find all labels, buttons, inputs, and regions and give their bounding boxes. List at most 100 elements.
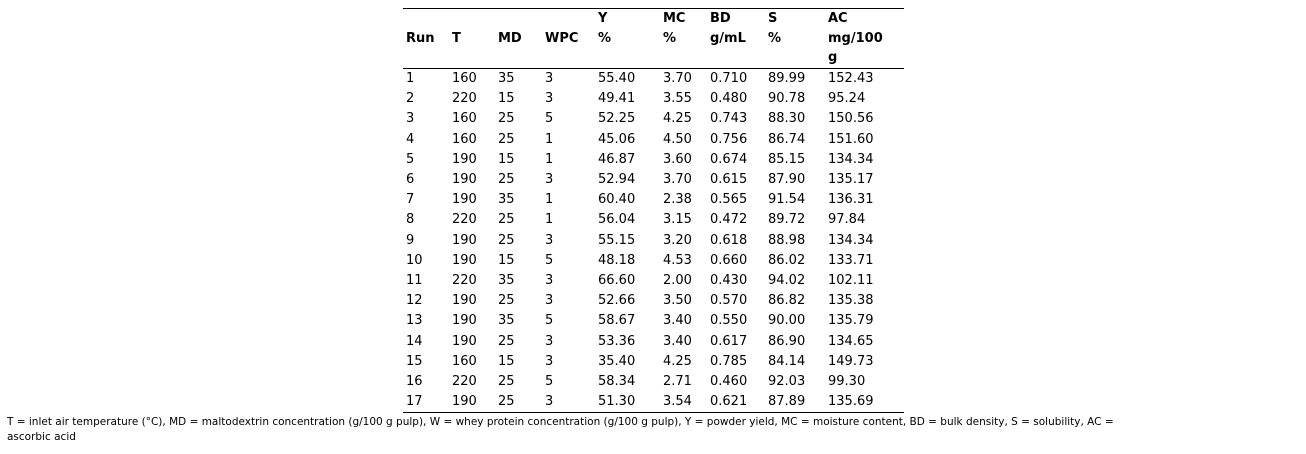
- cell-y: 51.30: [598, 394, 636, 410]
- cell-md: 25: [498, 333, 515, 349]
- cell-ac: 135.69: [828, 394, 874, 410]
- cell-wpc: 3: [545, 333, 554, 349]
- cell-s: 92.03: [768, 374, 806, 390]
- cell-wpc: 3: [545, 232, 554, 248]
- cell-wpc: 3: [545, 172, 554, 188]
- cell-mc: 4.25: [663, 111, 692, 127]
- cell-ac: 135.38: [828, 293, 874, 309]
- cell-y: 58.67: [598, 313, 636, 329]
- col-header-wpc: WPC: [545, 9, 598, 69]
- table-row: 1 160 35 3 55.40 3.70 0.710 89.99 152.43: [403, 69, 904, 90]
- cell-bd: 0.621: [710, 394, 748, 410]
- cell-mc: 2.38: [663, 192, 692, 208]
- cell-run: 3: [406, 111, 415, 127]
- cell-ac: 95.24: [828, 91, 866, 107]
- col-label-mc: MC: [663, 11, 686, 26]
- cell-mc: 3.40: [663, 333, 692, 349]
- cell-s: 87.90: [768, 172, 806, 188]
- cell-md: 35: [498, 313, 515, 329]
- cell-run: 10: [406, 252, 423, 268]
- cell-ac: 152.43: [828, 71, 874, 86]
- table-row: 7 190 35 1 60.40 2.38 0.565 91.54 136.31: [403, 190, 904, 210]
- cell-y: 55.40: [598, 71, 636, 86]
- cell-s: 89.99: [768, 71, 806, 86]
- table-body: 1 160 35 3 55.40 3.70 0.710 89.99 152.43…: [403, 69, 904, 413]
- cell-wpc: 3: [545, 71, 554, 86]
- col-unit-bd: g/mL: [710, 30, 746, 46]
- cell-bd: 0.565: [710, 192, 748, 208]
- table-row: 10 190 15 5 48.18 4.53 0.660 86.02 133.7…: [403, 251, 904, 271]
- cell-t: 190: [452, 293, 477, 309]
- cell-wpc: 5: [545, 374, 554, 390]
- col-label-bd: BD: [710, 11, 731, 26]
- cell-md: 15: [498, 91, 515, 107]
- cell-t: 190: [452, 313, 477, 329]
- cell-run: 6: [406, 172, 415, 188]
- cell-md: 35: [498, 192, 515, 208]
- cell-wpc: 1: [545, 151, 554, 167]
- cell-t: 190: [452, 192, 477, 208]
- cell-y: 66.60: [598, 273, 636, 289]
- cell-ac: 134.34: [828, 151, 874, 167]
- table-row: 2 220 15 3 49.41 3.55 0.480 90.78 95.24: [403, 89, 904, 109]
- col-label-y: Y: [598, 11, 608, 26]
- cell-ac: 135.79: [828, 313, 874, 329]
- cell-run: 5: [406, 151, 415, 167]
- cell-mc: 3.70: [663, 172, 692, 188]
- cell-mc: 2.00: [663, 273, 692, 289]
- cell-bd: 0.460: [710, 374, 748, 390]
- cell-md: 35: [498, 71, 515, 86]
- cell-wpc: 3: [545, 394, 554, 410]
- cell-mc: 3.20: [663, 232, 692, 248]
- col-label-md: MD: [498, 30, 522, 46]
- table-row: 3 160 25 5 52.25 4.25 0.743 88.30 150.56: [403, 109, 904, 129]
- table-row: 16 220 25 5 58.34 2.71 0.460 92.03 99.30: [403, 372, 904, 392]
- col-unit-s: %: [768, 30, 782, 46]
- cell-s: 86.90: [768, 333, 806, 349]
- cell-bd: 0.660: [710, 252, 748, 268]
- cell-mc: 4.50: [663, 131, 692, 147]
- cell-md: 15: [498, 353, 515, 369]
- cell-bd: 0.615: [710, 172, 748, 188]
- header-row: Run T MD WPC Y: [403, 9, 904, 69]
- cell-s: 87.89: [768, 394, 806, 410]
- col-header-bd: BD g/mL: [710, 9, 768, 69]
- cell-mc: 4.53: [663, 252, 692, 268]
- cell-mc: 3.55: [663, 91, 692, 107]
- cell-run: 13: [406, 313, 423, 329]
- cell-t: 190: [452, 252, 477, 268]
- cell-md: 25: [498, 232, 515, 248]
- cell-wpc: 5: [545, 111, 554, 127]
- cell-y: 60.40: [598, 192, 636, 208]
- col-unit-y: %: [598, 30, 612, 46]
- col-header-ac: AC mg/100 g: [828, 9, 904, 69]
- cell-s: 88.30: [768, 111, 806, 127]
- cell-y: 52.66: [598, 293, 636, 309]
- cell-run: 14: [406, 333, 423, 349]
- cell-y: 58.34: [598, 374, 636, 390]
- cell-t: 220: [452, 212, 477, 228]
- cell-bd: 0.756: [710, 131, 748, 147]
- cell-ac: 133.71: [828, 252, 874, 268]
- cell-ac: 102.11: [828, 273, 874, 289]
- col-unit-ac-line2: g: [828, 50, 838, 66]
- col-header-run: Run: [403, 9, 452, 69]
- cell-md: 15: [498, 252, 515, 268]
- table-row: 4 160 25 1 45.06 4.50 0.756 86.74 151.60: [403, 130, 904, 150]
- cell-bd: 0.710: [710, 71, 748, 86]
- cell-bd: 0.472: [710, 212, 748, 228]
- cell-ac: 97.84: [828, 212, 866, 228]
- cell-wpc: 5: [545, 313, 554, 329]
- cell-run: 15: [406, 353, 423, 369]
- cell-t: 190: [452, 172, 477, 188]
- cell-y: 49.41: [598, 91, 636, 107]
- table-row: 6 190 25 3 52.94 3.70 0.615 87.90 135.17: [403, 170, 904, 190]
- cell-t: 190: [452, 232, 477, 248]
- cell-bd: 0.674: [710, 151, 748, 167]
- cell-md: 15: [498, 151, 515, 167]
- cell-s: 85.15: [768, 151, 806, 167]
- cell-ac: 135.17: [828, 172, 874, 188]
- table-row: 5 190 15 1 46.87 3.60 0.674 85.15 134.34: [403, 150, 904, 170]
- cell-wpc: 3: [545, 353, 554, 369]
